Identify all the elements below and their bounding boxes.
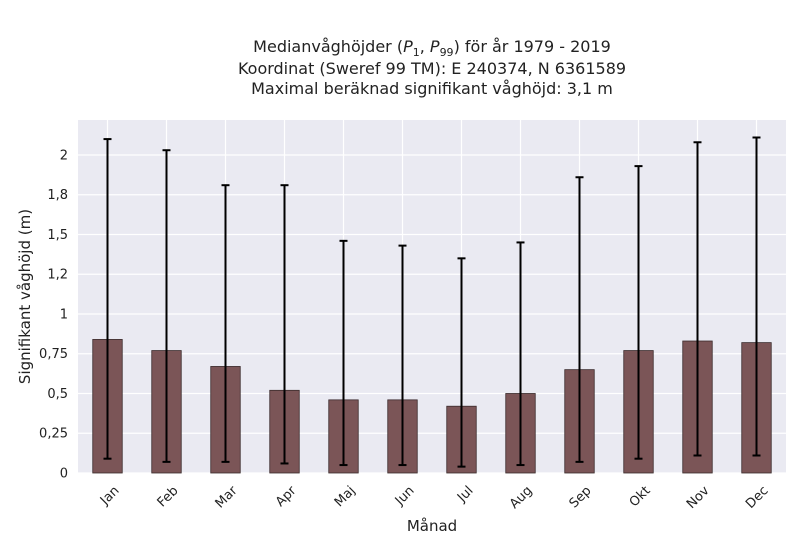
error-bar-feb xyxy=(162,149,171,463)
y-tick-label: 0 xyxy=(60,467,68,482)
x-tick-label-jun: Jun xyxy=(392,483,418,509)
x-tick-label-nov: Nov xyxy=(684,483,713,512)
x-axis-label: Månad xyxy=(407,517,457,535)
title-line-1: Medianvåghöjder (P1, P99) för år 1979 - … xyxy=(253,37,611,59)
y-tick-label: 0,5 xyxy=(47,387,68,402)
error-bar-dec xyxy=(752,136,761,457)
y-tick-label: 0,25 xyxy=(39,427,68,442)
error-bar-apr xyxy=(280,184,289,465)
title-line-3: Maximal beräknad signifikant våghöjd: 3,… xyxy=(251,79,613,98)
y-tick-label: 0,75 xyxy=(39,347,68,362)
x-tick-label-mar: Mar xyxy=(213,483,241,511)
error-bars xyxy=(103,136,761,468)
x-tick-label-apr: Apr xyxy=(273,483,300,510)
x-tick-label-dec: Dec xyxy=(743,483,771,511)
x-tick-label-jul: Jul xyxy=(454,483,476,505)
y-tick-label: 1 xyxy=(60,307,68,322)
x-tick-label-okt: Okt xyxy=(627,483,654,510)
y-tick-label: 1,5 xyxy=(47,228,68,243)
error-bar-nov xyxy=(693,141,702,457)
error-bar-maj xyxy=(339,239,348,467)
y-axis-label: Signifikant våghöjd (m) xyxy=(16,209,34,384)
error-bar-mar xyxy=(221,184,230,463)
error-bar-jan xyxy=(103,138,112,460)
error-bar-sep xyxy=(575,176,584,463)
y-axis-ticks: 0 0,25 0,5 0,75 1 1,2 1,5 1,8 2 xyxy=(39,148,68,481)
error-bar-jul xyxy=(457,257,466,468)
y-tick-label: 1,2 xyxy=(47,268,68,283)
y-tick-label: 1,8 xyxy=(47,188,68,203)
x-tick-label-aug: Aug xyxy=(507,483,536,512)
error-bar-aug xyxy=(516,241,525,467)
chart-title: Medianvåghöjder (P1, P99) för år 1979 - … xyxy=(238,37,626,98)
x-tick-label-maj: Maj xyxy=(332,483,359,510)
plot-area xyxy=(78,120,786,473)
x-tick-label-jan: Jan xyxy=(97,483,122,508)
x-axis-ticks: Jan Feb Mar Apr Maj Jun Jul Aug Sep Okt Nov Dec xyxy=(97,483,771,512)
title-line-2: Koordinat (Sweref 99 TM): E 240374, N 63… xyxy=(238,59,626,78)
x-tick-label-feb: Feb xyxy=(155,483,182,510)
y-tick-label: 2 xyxy=(60,148,68,163)
x-tick-label-sep: Sep xyxy=(567,483,595,511)
error-bar-jun xyxy=(398,244,407,467)
error-bar-okt xyxy=(634,165,643,460)
